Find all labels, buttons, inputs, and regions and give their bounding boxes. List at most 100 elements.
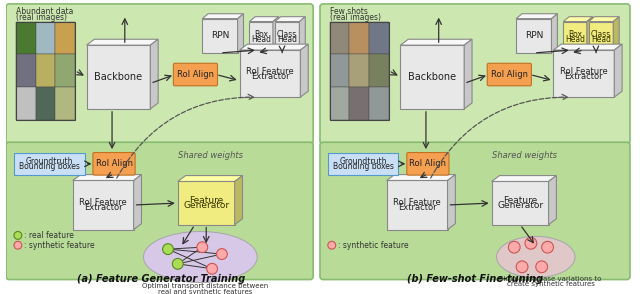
Text: Extractor: Extractor bbox=[398, 203, 436, 212]
Circle shape bbox=[207, 263, 218, 274]
Polygon shape bbox=[516, 19, 552, 53]
FancyBboxPatch shape bbox=[407, 153, 449, 175]
Bar bbox=[16, 87, 36, 120]
Text: (a) Feature Generator Training: (a) Feature Generator Training bbox=[77, 275, 245, 285]
Circle shape bbox=[536, 261, 548, 273]
Text: Few shots: Few shots bbox=[330, 7, 368, 16]
Text: Backbone: Backbone bbox=[408, 72, 456, 82]
FancyBboxPatch shape bbox=[320, 4, 630, 144]
Text: Bounding boxes: Bounding boxes bbox=[333, 162, 394, 171]
Text: Backbone: Backbone bbox=[94, 72, 143, 82]
Circle shape bbox=[516, 261, 528, 273]
Bar bbox=[369, 21, 388, 54]
Text: Generator: Generator bbox=[183, 201, 229, 210]
FancyBboxPatch shape bbox=[173, 63, 218, 86]
Polygon shape bbox=[275, 21, 300, 53]
Text: RoI Align: RoI Align bbox=[177, 70, 214, 79]
Text: Class: Class bbox=[591, 31, 611, 39]
Circle shape bbox=[14, 231, 22, 239]
Polygon shape bbox=[614, 44, 622, 97]
Text: Box: Box bbox=[254, 31, 268, 39]
Text: Abundant data: Abundant data bbox=[16, 7, 74, 16]
Polygon shape bbox=[73, 181, 134, 230]
Polygon shape bbox=[150, 39, 158, 109]
Polygon shape bbox=[387, 181, 447, 230]
Text: RPN: RPN bbox=[525, 31, 543, 40]
Text: RoI Align: RoI Align bbox=[410, 159, 446, 168]
Text: (real images): (real images) bbox=[330, 13, 381, 22]
Bar bbox=[330, 87, 349, 120]
Polygon shape bbox=[178, 176, 243, 181]
Text: RPN: RPN bbox=[211, 31, 229, 40]
Polygon shape bbox=[447, 175, 456, 230]
Bar bbox=[55, 21, 75, 54]
Polygon shape bbox=[587, 17, 593, 53]
Text: Extractor: Extractor bbox=[84, 203, 122, 212]
Bar bbox=[14, 153, 84, 175]
Text: Head: Head bbox=[277, 35, 297, 44]
Text: create synthetic features: create synthetic features bbox=[507, 281, 595, 288]
Text: (b) Few-shot Fine-tuning: (b) Few-shot Fine-tuning bbox=[407, 275, 543, 285]
Circle shape bbox=[508, 241, 520, 253]
Text: RoI Feature: RoI Feature bbox=[79, 198, 127, 207]
Text: : synthetic feature: : synthetic feature bbox=[24, 241, 94, 250]
Polygon shape bbox=[492, 176, 556, 181]
Polygon shape bbox=[235, 176, 243, 225]
Text: : real feature: : real feature bbox=[24, 231, 74, 240]
Bar bbox=[55, 54, 75, 87]
Text: Head: Head bbox=[565, 35, 585, 44]
FancyBboxPatch shape bbox=[320, 142, 630, 280]
Text: Feature: Feature bbox=[189, 196, 223, 205]
Bar bbox=[16, 21, 36, 54]
Polygon shape bbox=[548, 176, 556, 225]
FancyBboxPatch shape bbox=[6, 4, 313, 144]
Ellipse shape bbox=[497, 236, 575, 278]
Polygon shape bbox=[401, 39, 472, 45]
Bar bbox=[36, 87, 55, 120]
Polygon shape bbox=[250, 21, 273, 53]
Polygon shape bbox=[589, 21, 613, 53]
Bar bbox=[328, 153, 399, 175]
Text: Feature: Feature bbox=[503, 196, 537, 205]
Polygon shape bbox=[300, 44, 308, 97]
Text: Class: Class bbox=[277, 31, 297, 39]
Text: RoI Feature: RoI Feature bbox=[393, 198, 441, 207]
Text: Extractor: Extractor bbox=[251, 71, 289, 81]
Polygon shape bbox=[300, 17, 305, 53]
Bar bbox=[330, 54, 349, 87]
Bar bbox=[349, 54, 369, 87]
Polygon shape bbox=[554, 44, 622, 50]
Polygon shape bbox=[516, 14, 557, 19]
FancyBboxPatch shape bbox=[93, 153, 135, 175]
Circle shape bbox=[197, 242, 208, 253]
Circle shape bbox=[14, 241, 22, 249]
Text: RoI Align: RoI Align bbox=[491, 70, 528, 79]
Text: Head: Head bbox=[251, 35, 271, 44]
FancyBboxPatch shape bbox=[6, 142, 313, 280]
Polygon shape bbox=[250, 17, 279, 21]
Text: RoI Feature: RoI Feature bbox=[560, 66, 608, 76]
Polygon shape bbox=[275, 17, 305, 21]
Text: Groundtruth: Groundtruth bbox=[339, 157, 387, 166]
Polygon shape bbox=[202, 14, 243, 19]
Text: (real images): (real images) bbox=[16, 13, 67, 22]
Polygon shape bbox=[237, 14, 243, 53]
Bar bbox=[369, 87, 388, 120]
Polygon shape bbox=[134, 175, 141, 230]
Polygon shape bbox=[273, 17, 279, 53]
Polygon shape bbox=[86, 39, 158, 45]
Text: Generator: Generator bbox=[497, 201, 543, 210]
Bar bbox=[36, 21, 55, 54]
Bar bbox=[330, 21, 349, 54]
Text: real and synthetic features: real and synthetic features bbox=[158, 289, 252, 294]
Bar bbox=[16, 54, 36, 87]
Polygon shape bbox=[492, 181, 548, 225]
Bar bbox=[349, 21, 369, 54]
Text: Simulating base variations to: Simulating base variations to bbox=[499, 275, 602, 282]
Polygon shape bbox=[401, 45, 464, 109]
Bar bbox=[349, 87, 369, 120]
Polygon shape bbox=[464, 39, 472, 109]
Circle shape bbox=[172, 258, 183, 269]
Text: Groundtruth: Groundtruth bbox=[26, 157, 73, 166]
Bar bbox=[369, 54, 388, 87]
